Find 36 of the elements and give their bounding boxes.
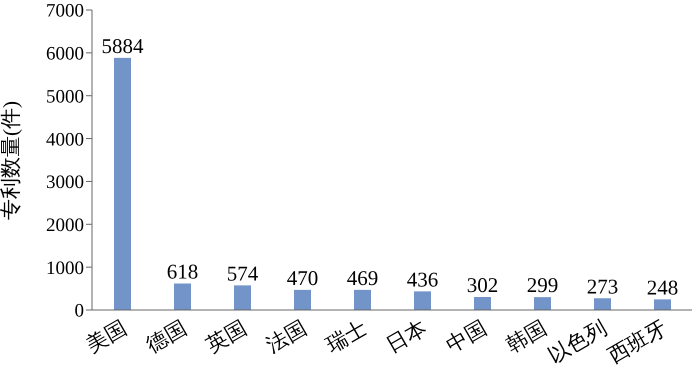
y-tick-label: 4000	[46, 129, 84, 150]
x-tick-label: 中国	[442, 316, 490, 358]
y-tick-label: 0	[74, 300, 84, 322]
bar	[174, 284, 191, 310]
bar	[414, 291, 431, 310]
bar	[654, 299, 671, 310]
bar	[354, 290, 371, 310]
data-label: 248	[646, 275, 678, 300]
bar	[114, 58, 131, 310]
data-label: 618	[166, 260, 198, 284]
x-tick-label: 法国	[262, 316, 310, 358]
x-tick-label: 瑞士	[322, 316, 370, 358]
data-label: 469	[346, 266, 378, 290]
x-tick-label: 美国	[82, 316, 130, 358]
data-label: 470	[286, 266, 318, 290]
data-label: 574	[226, 261, 259, 286]
x-tick-label: 英国	[202, 316, 250, 358]
bar	[474, 297, 491, 310]
y-tick-label: 3000	[46, 172, 84, 194]
data-label: 436	[406, 267, 438, 292]
y-axis-title: 专利数量(件)	[0, 101, 22, 220]
x-tick-label: 德国	[142, 316, 190, 358]
data-label: 299	[526, 273, 558, 298]
y-tick-label: 1000	[46, 258, 84, 279]
data-label: 5884	[102, 34, 144, 58]
data-label: 302	[466, 273, 498, 298]
bar	[294, 290, 311, 310]
y-tick-label: 6000	[46, 44, 84, 65]
y-tick-label: 2000	[46, 215, 84, 236]
bar	[234, 285, 251, 310]
data-label: 273	[586, 274, 618, 298]
x-tick-label: 日本	[382, 316, 430, 358]
y-tick-label: 5000	[46, 86, 84, 108]
bar	[534, 297, 551, 310]
bar	[594, 298, 611, 310]
y-tick-label: 7000	[46, 0, 84, 22]
